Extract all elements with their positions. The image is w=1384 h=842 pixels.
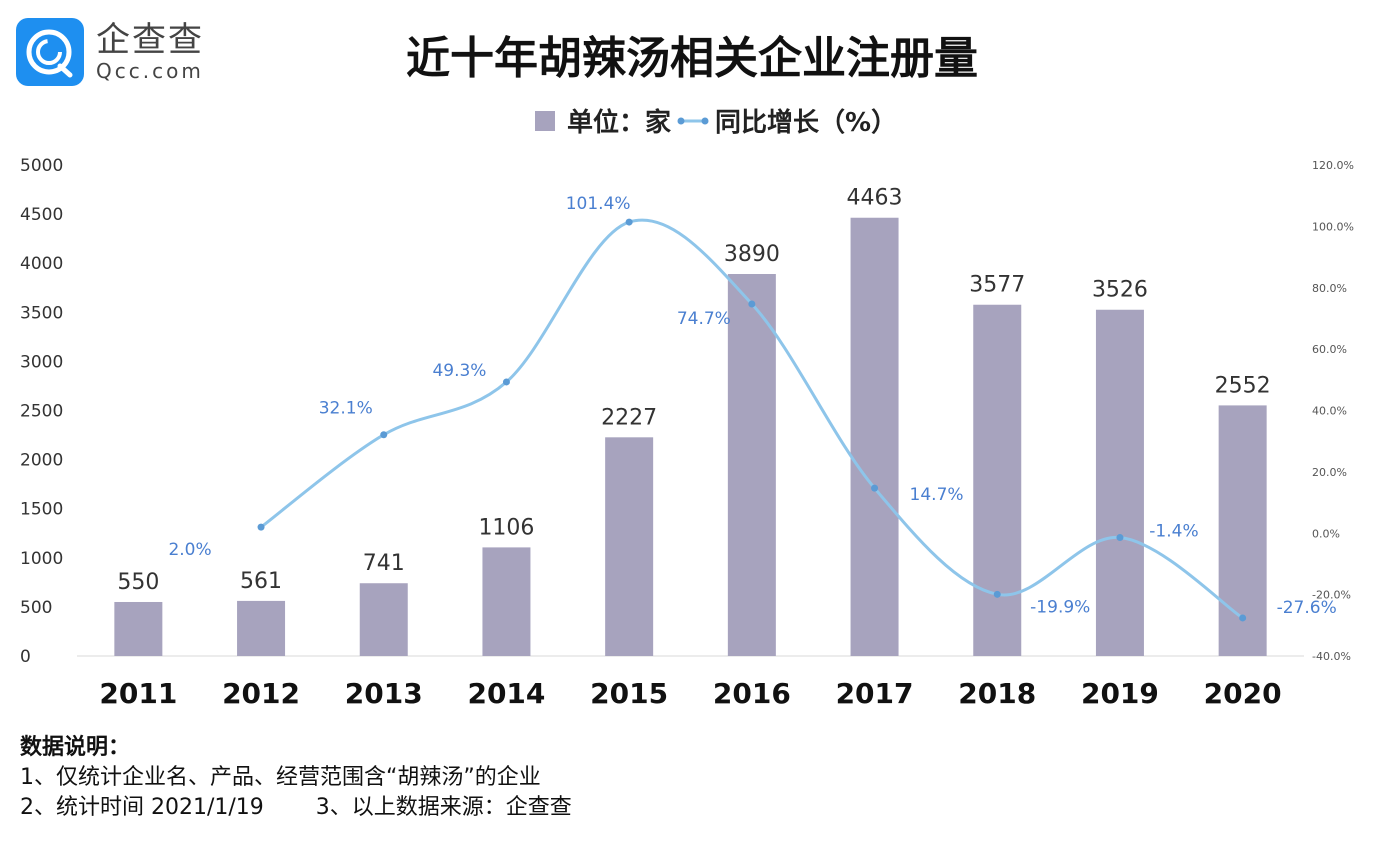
notes-heading: 数据说明：: [20, 735, 131, 760]
notes-line-2b: 3、以上数据来源：企查查: [315, 795, 572, 820]
logo-name-cn: 企查查: [96, 20, 204, 60]
growth-point-2016: [748, 300, 756, 308]
bar-label-2016: 3890: [724, 242, 780, 267]
growth-point-2015: [625, 218, 633, 226]
bar-2018: [973, 304, 1022, 656]
left-axis-tick: 1000: [20, 549, 63, 569]
x-tick-2018: 2018: [958, 677, 1036, 710]
left-axis-tick: 4500: [20, 205, 63, 225]
left-axis-tick: 5000: [20, 156, 63, 176]
growth-label-2020: -27.6%: [1277, 598, 1337, 618]
bar-label-2012: 561: [240, 569, 282, 594]
growth-label-2017: 14.7%: [910, 485, 964, 505]
right-axis-tick: 120.0%: [1312, 159, 1354, 172]
growth-point-2013: [380, 431, 388, 439]
left-axis-tick: 3000: [20, 352, 63, 372]
left-axis-tick: 1500: [20, 500, 63, 520]
bar-2011: [114, 601, 163, 656]
growth-label-2013: 32.1%: [319, 399, 373, 419]
left-axis-tick: 2000: [20, 451, 63, 471]
growth-label-2018: -19.9%: [1030, 597, 1090, 617]
right-axis-tick: 20.0%: [1312, 466, 1347, 479]
x-tick-2013: 2013: [345, 677, 423, 710]
right-axis-tick: 40.0%: [1312, 405, 1347, 418]
right-axis-tick: -40.0%: [1312, 650, 1351, 663]
growth-label-2016: 74.7%: [677, 309, 731, 329]
bar-2016: [727, 274, 776, 656]
growth-label-2019: -1.4%: [1149, 522, 1198, 542]
growth-point-2019: [1116, 534, 1124, 542]
growth-point-2017: [871, 484, 879, 492]
legend-bar-label: 单位：家: [567, 108, 672, 138]
x-tick-2017: 2017: [836, 677, 914, 710]
growth-label-2015: 101.4%: [566, 194, 631, 214]
bar-label-2019: 3526: [1092, 278, 1148, 303]
notes-line-2a: 2、统计时间 2021/1/19: [20, 795, 264, 820]
chart-title: 近十年胡辣汤相关企业注册量: [406, 33, 978, 84]
growth-point-2018: [993, 590, 1001, 598]
bar-2015: [605, 437, 654, 656]
growth-label-2012: 2.0%: [168, 540, 211, 560]
growth-line: [260, 218, 1244, 620]
x-tick-2011: 2011: [99, 677, 177, 710]
x-tick-2019: 2019: [1081, 677, 1159, 710]
qcc-logo: 企查查 Qcc.com: [16, 18, 204, 86]
qcc-logo-icon: [16, 18, 84, 86]
bar-2019: [1095, 309, 1144, 656]
bar-label-2015: 2227: [601, 405, 657, 430]
legend-line-swatch: [677, 117, 709, 124]
growth-point-2020: [1239, 614, 1247, 622]
legend-line-label: 同比增长（%）: [715, 108, 898, 138]
left-axis-tick: 2500: [20, 402, 63, 422]
legend-bar-swatch: [535, 110, 555, 131]
bar-label-2017: 4463: [847, 186, 903, 211]
left-axis-tick: 500: [20, 598, 52, 618]
bar-2012: [237, 600, 286, 656]
left-axis-tick: 3500: [20, 303, 63, 323]
growth-point-2012: [257, 523, 265, 531]
bar-label-2013: 741: [363, 551, 405, 576]
logo-name-en: Qcc.com: [96, 59, 204, 83]
right-axis-tick: -20.0%: [1312, 589, 1351, 602]
bar-label-2011: 550: [117, 570, 159, 595]
x-tick-2014: 2014: [467, 677, 545, 710]
bar-label-2014: 1106: [478, 515, 534, 540]
right-axis-tick: 0.0%: [1312, 527, 1340, 540]
data-notes: 数据说明： 1、仅统计企业名、产品、经营范围含“胡辣汤”的企业 2、统计时间 2…: [20, 733, 572, 823]
bar-2013: [359, 583, 408, 656]
growth-point-2014: [502, 378, 510, 386]
notes-line-1: 1、仅统计企业名、产品、经营范围含“胡辣汤”的企业: [20, 765, 541, 790]
left-axis-tick: 4000: [20, 254, 63, 274]
bar-2014: [482, 547, 531, 656]
bar-label-2020: 2552: [1215, 373, 1271, 398]
right-axis-tick: 80.0%: [1312, 282, 1347, 295]
x-tick-2015: 2015: [590, 677, 668, 710]
bar-2017: [850, 217, 899, 656]
x-tick-2016: 2016: [713, 677, 791, 710]
x-tick-2012: 2012: [222, 677, 300, 710]
x-tick-2020: 2020: [1204, 677, 1282, 710]
growth-label-2014: 49.3%: [432, 361, 486, 381]
right-axis-tick: 60.0%: [1312, 343, 1347, 356]
left-axis-tick: 0: [20, 647, 31, 667]
legend: 单位：家 同比增长（%）: [535, 102, 897, 139]
bar-label-2018: 3577: [969, 273, 1025, 298]
bar-2020: [1218, 405, 1267, 656]
right-axis-tick: 100.0%: [1312, 220, 1354, 233]
